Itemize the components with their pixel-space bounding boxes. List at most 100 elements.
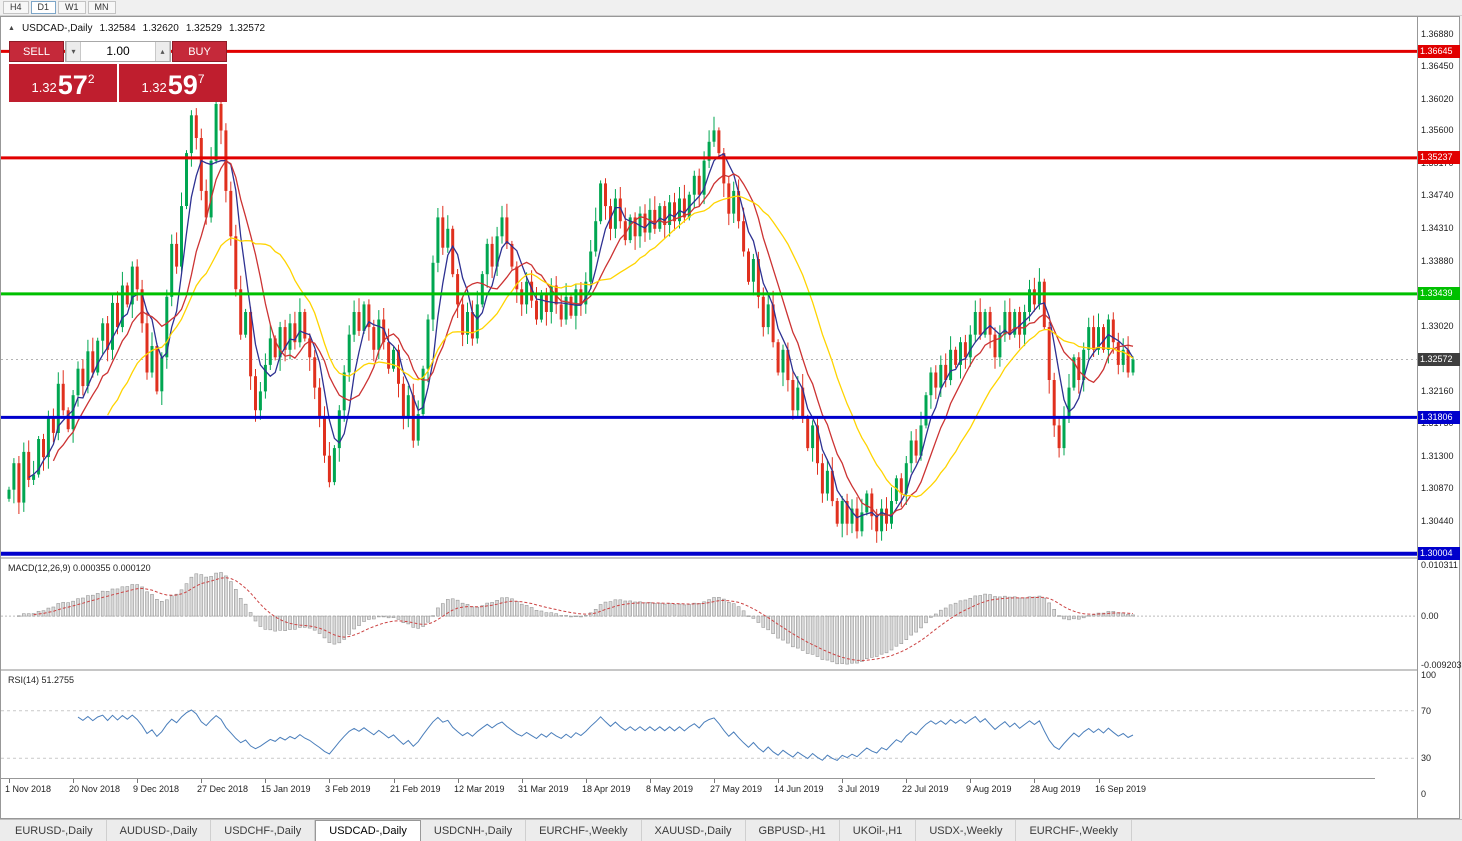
one-click-trade-widget: SELL ▾ 1.00 ▴ BUY 1.32 57 2 1.32 59 7 <box>9 41 227 102</box>
date-tick <box>9 779 10 783</box>
date-tick <box>586 779 587 783</box>
date-label: 3 Feb 2019 <box>325 784 371 794</box>
chart-plot-area: ▲ USDCAD-,Daily 1.32584 1.32620 1.32529 … <box>1 17 1417 798</box>
timeframe-button-H4[interactable]: H4 <box>3 1 29 14</box>
date-tick <box>201 779 202 783</box>
current-price-tag: 1.32572 <box>1418 352 1460 366</box>
date-label: 1 Nov 2018 <box>5 784 52 794</box>
date-label: 16 Sep 2019 <box>1095 784 1147 794</box>
price-tick-label: 1.33880 <box>1421 255 1454 266</box>
timeframe-button-D1[interactable]: D1 <box>30 1 57 14</box>
date-axis[interactable]: 1 Nov 2018 20 Nov 2018 9 Dec 2018 27 Dec 20… <box>1 778 1375 798</box>
price-tick-label: 1.30870 <box>1421 483 1454 494</box>
collapse-icon[interactable]: ▲ <box>8 25 15 32</box>
price-tick-label: 1.34740 <box>1421 190 1454 201</box>
rsi-tick-label: 30 <box>1421 753 1432 764</box>
date-label: 28 Aug 2019 <box>1030 784 1081 794</box>
date-tick <box>394 779 395 783</box>
chart-tab-usdchf-daily[interactable]: USDCHF-,Daily <box>211 820 316 841</box>
date-tick <box>73 779 74 783</box>
price-level-tag: 1.30004 <box>1418 547 1460 561</box>
price-tick-label: 1.36880 <box>1421 28 1454 39</box>
chart-title: ▲ USDCAD-,Daily 1.32584 1.32620 1.32529 … <box>8 23 265 34</box>
macd-tick-label: 0.00 <box>1421 611 1439 622</box>
volume-decrease-button[interactable]: ▾ <box>66 42 81 61</box>
rsi-tick-label: 100 <box>1421 670 1437 680</box>
chart-window: ▲ USDCAD-,Daily 1.32584 1.32620 1.32529 … <box>0 16 1462 819</box>
price-tick-label: 1.30440 <box>1421 515 1454 526</box>
date-tick <box>265 779 266 783</box>
macd-chart-canvas[interactable] <box>1 559 1417 669</box>
price-scale[interactable]: 1.368801.364501.360201.356001.351701.347… <box>1417 17 1462 818</box>
price-chart-canvas[interactable] <box>1 17 1417 557</box>
price-tick-label: 1.35600 <box>1421 125 1454 136</box>
price-level-tag: 1.35237 <box>1418 151 1460 165</box>
rsi-pane[interactable]: RSI(14) 51.2755 <box>1 671 1417 798</box>
date-tick <box>714 779 715 783</box>
volume-increase-button[interactable]: ▴ <box>155 42 170 61</box>
price-tick-label: 1.36020 <box>1421 93 1454 104</box>
bid-price-big: 57 <box>57 70 88 100</box>
date-tick <box>458 779 459 783</box>
chart-tab-gbpusd-h1[interactable]: GBPUSD-,H1 <box>746 820 840 841</box>
volume-control: ▾ 1.00 ▴ <box>65 41 171 62</box>
chart-tab-usdx-weekly[interactable]: USDX-,Weekly <box>916 820 1017 841</box>
chart-tab-eurchf-weekly[interactable]: EURCHF-,Weekly <box>526 820 642 841</box>
date-label: 20 Nov 2018 <box>69 784 121 794</box>
macd-label: MACD(12,26,9) 0.000355 0.000120 <box>8 563 151 573</box>
date-tick <box>329 779 330 783</box>
timeframe-button-MN[interactable]: MN <box>87 1 116 14</box>
chart-symbol-label: USDCAD-,Daily <box>21 23 93 34</box>
macd-tick-label: -0.009203 <box>1421 659 1462 670</box>
price-pane[interactable]: ▲ USDCAD-,Daily 1.32584 1.32620 1.32529 … <box>1 17 1417 557</box>
price-tick-label: 1.33020 <box>1421 320 1454 331</box>
rsi-label: RSI(14) 51.2755 <box>8 675 75 685</box>
date-label: 9 Aug 2019 <box>966 784 1012 794</box>
date-tick <box>842 779 843 783</box>
price-tick-label: 1.31300 <box>1421 450 1454 461</box>
date-label: 27 May 2019 <box>710 784 763 794</box>
ohlc-low: 1.32529 <box>185 23 222 34</box>
date-tick <box>1099 779 1100 783</box>
rsi-tick-label: 70 <box>1421 705 1432 716</box>
chart-tab-ukoil-h1[interactable]: UKOil-,H1 <box>840 820 917 841</box>
date-label: 22 Jul 2019 <box>902 784 949 794</box>
timeframe-toolbar: H4 D1 W1 MN <box>0 0 1462 16</box>
macd-pane[interactable]: MACD(12,26,9) 0.000355 0.000120 <box>1 559 1417 669</box>
date-label: 9 Dec 2018 <box>133 784 180 794</box>
price-tick-label: 1.34310 <box>1421 223 1454 233</box>
chart-tab-xauusd-daily[interactable]: XAUUSD-,Daily <box>642 820 746 841</box>
chart-tab-usdcad-daily[interactable]: USDCAD-,Daily <box>315 820 421 841</box>
timeframe-button-W1[interactable]: W1 <box>58 1 86 14</box>
volume-value[interactable]: 1.00 <box>106 44 130 58</box>
sell-button[interactable]: SELL <box>9 41 64 62</box>
rsi-chart-canvas[interactable] <box>1 671 1417 798</box>
date-label: 12 Mar 2019 <box>454 784 505 794</box>
chart-tabs-bar: EURUSD-,Daily AUDUSD-,Daily USDCHF-,Daily U… <box>0 819 1462 841</box>
ask-price-button[interactable]: 1.32 59 7 <box>119 64 227 102</box>
ask-price-sup: 7 <box>197 72 205 86</box>
date-tick <box>137 779 138 783</box>
rsi-tick-label: 0 <box>1421 789 1427 799</box>
date-label: 27 Dec 2018 <box>197 784 249 794</box>
pane-separator[interactable] <box>1 669 1417 671</box>
date-label: 18 Apr 2019 <box>582 784 631 794</box>
chart-tab-eurchf-weekly[interactable]: EURCHF-,Weekly <box>1016 820 1132 841</box>
date-tick <box>650 779 651 783</box>
bid-price-button[interactable]: 1.32 57 2 <box>9 64 117 102</box>
bid-price-sup: 2 <box>87 72 95 86</box>
date-label: 31 Mar 2019 <box>518 784 569 794</box>
chart-tab-usdcnh-daily[interactable]: USDCNH-,Daily <box>421 820 527 841</box>
buy-button[interactable]: BUY <box>172 41 227 62</box>
date-tick <box>1034 779 1035 783</box>
price-level-tag: 1.36645 <box>1418 44 1460 58</box>
pane-separator[interactable] <box>1 557 1417 559</box>
date-tick <box>522 779 523 783</box>
date-label: 21 Feb 2019 <box>390 784 441 794</box>
price-level-tag: 1.33439 <box>1418 287 1460 301</box>
date-label: 3 Jul 2019 <box>838 784 880 794</box>
chart-tab-audusd-daily[interactable]: AUDUSD-,Daily <box>107 820 212 841</box>
date-label: 14 Jun 2019 <box>774 784 824 794</box>
price-level-tag: 1.31806 <box>1418 410 1460 424</box>
chart-tab-eurusd-daily[interactable]: EURUSD-,Daily <box>2 820 107 841</box>
